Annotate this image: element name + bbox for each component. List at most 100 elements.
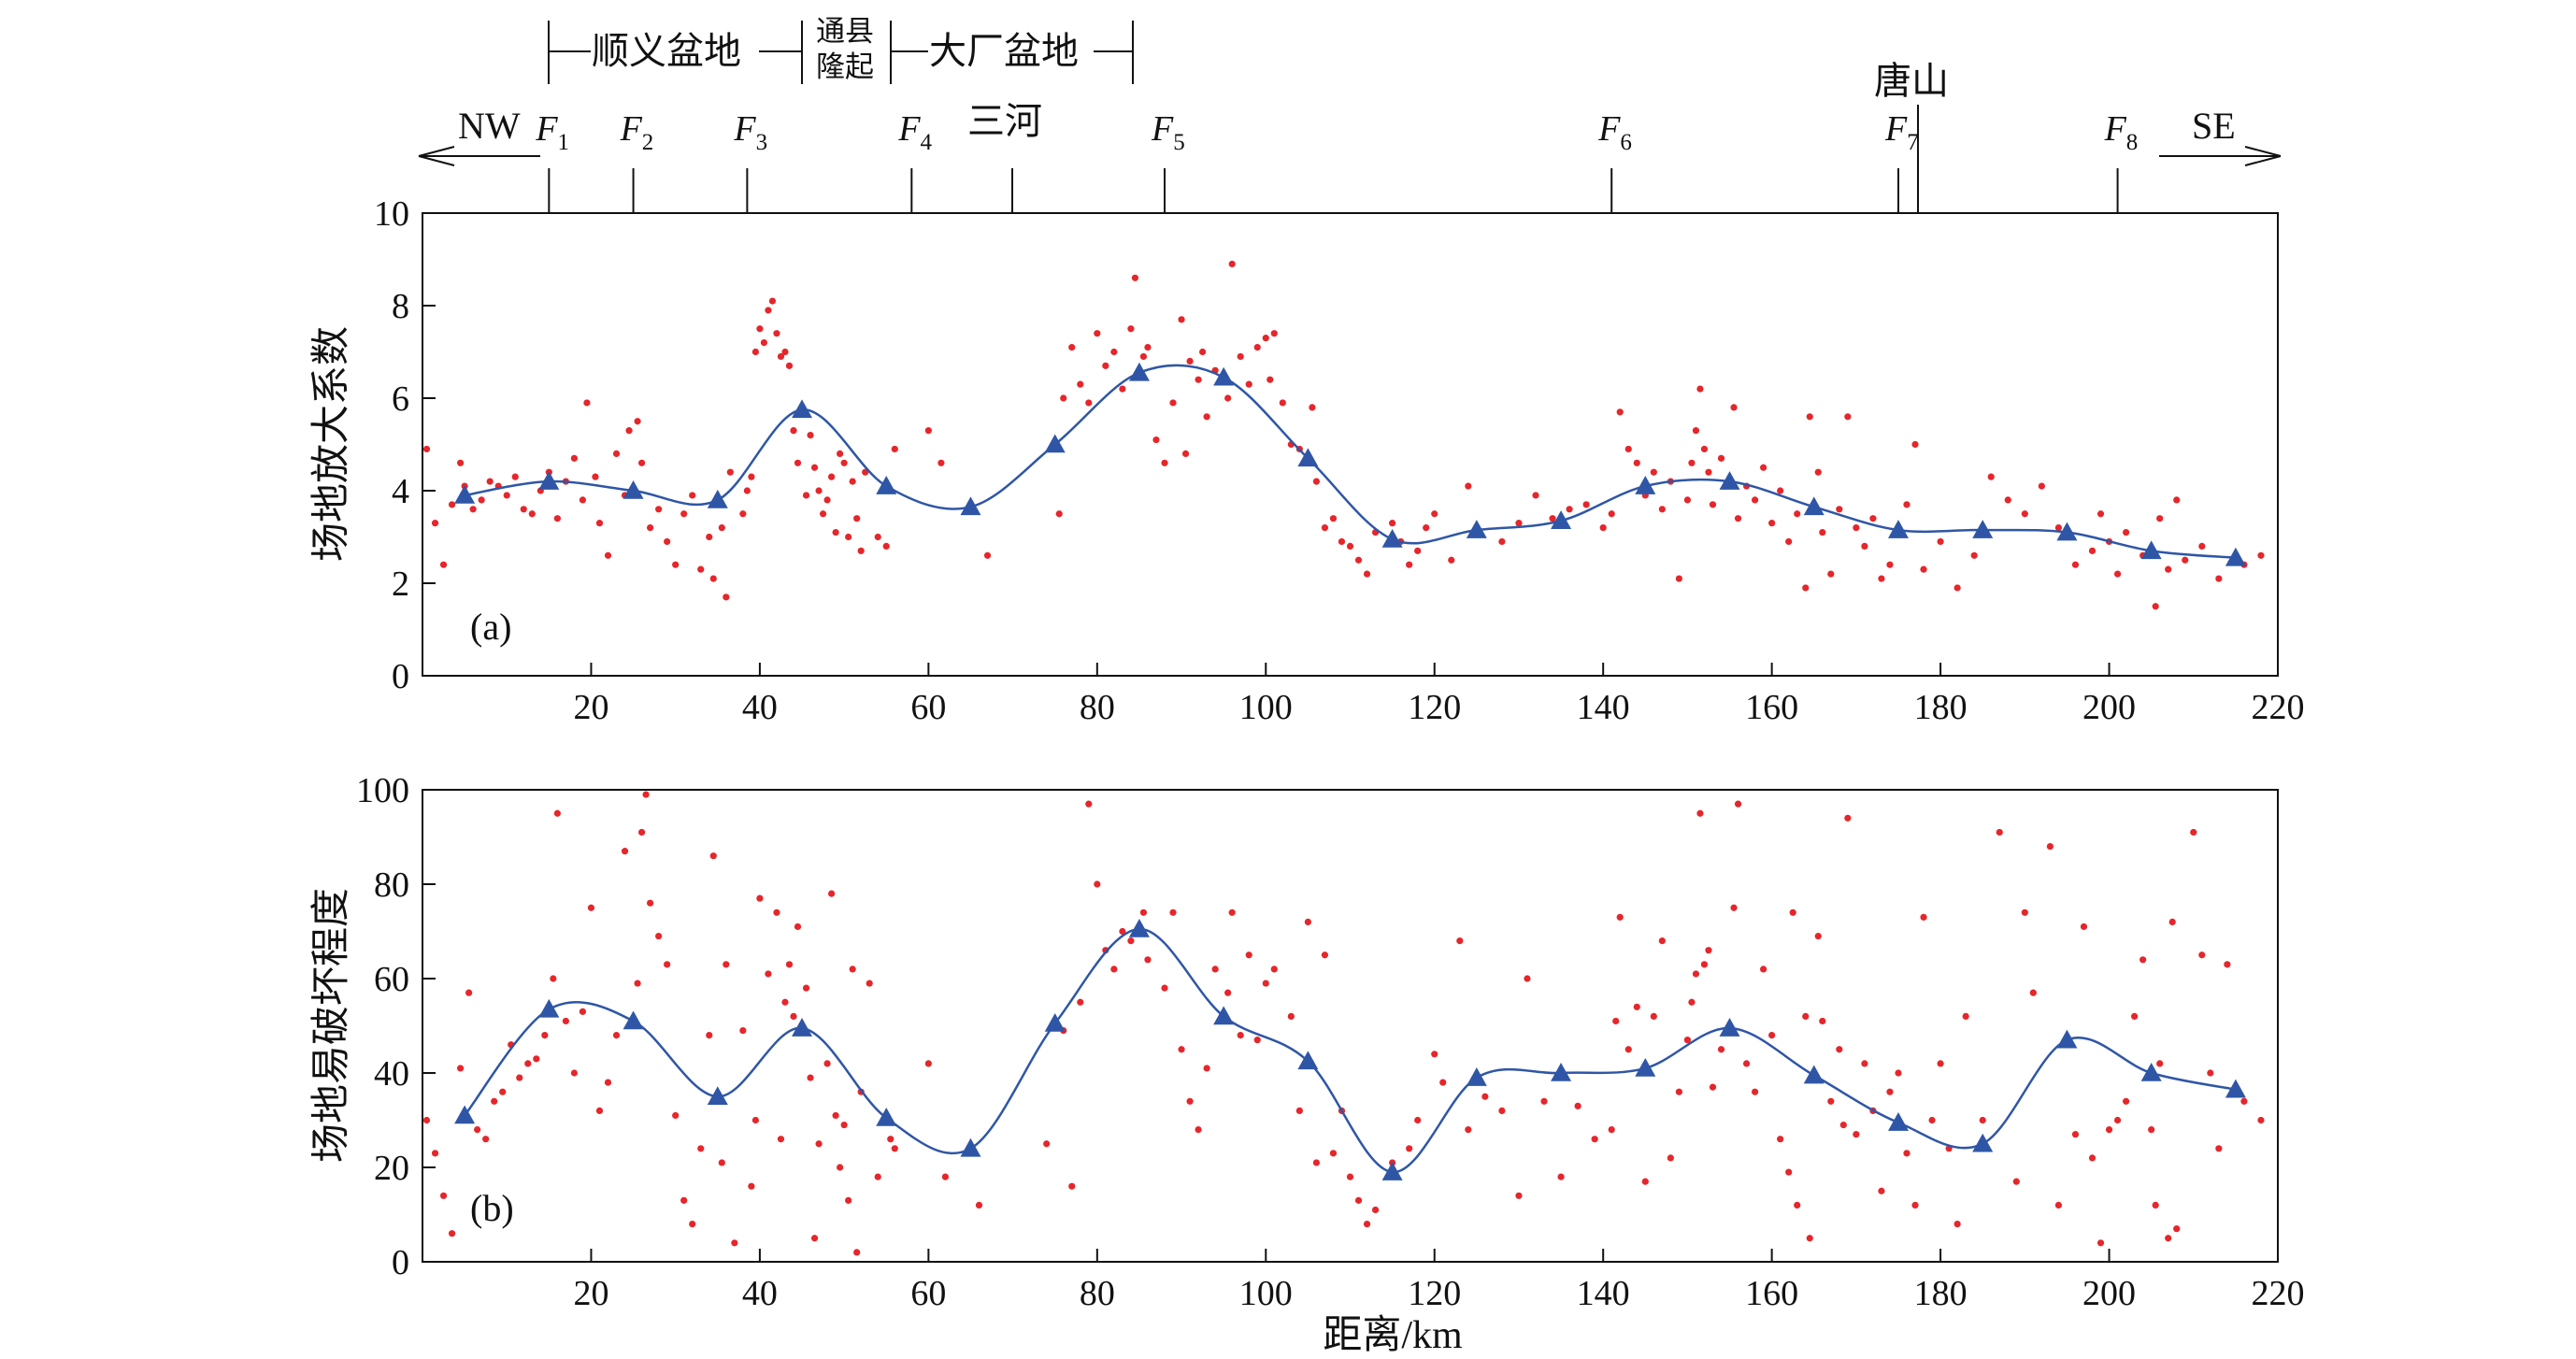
scatter-point — [1321, 524, 1329, 532]
scatter-point — [2088, 547, 2097, 554]
scatter-point — [550, 975, 557, 982]
scatter-point — [1616, 408, 1624, 416]
scatter-point — [474, 1126, 481, 1134]
triangle-marker — [1466, 1067, 1487, 1086]
scatter-point — [840, 1121, 848, 1129]
fault-markers: F1 F2 F3 F4 F5 F6 F7 F8 — [535, 109, 2138, 213]
triangle-marker — [2140, 1063, 2162, 1081]
scatter-point — [1717, 1046, 1725, 1053]
scatter-point — [2152, 1201, 2159, 1209]
scatter-point — [1515, 520, 1523, 527]
scatter-point — [1953, 584, 1961, 592]
scatter-point — [1650, 468, 1657, 476]
scatter-point — [1920, 565, 1927, 573]
triangle-marker — [1972, 1133, 1994, 1152]
scatter-point — [1287, 1012, 1295, 1020]
fault-label: F8 — [2104, 109, 2139, 155]
scatter-point — [1979, 1116, 1986, 1124]
fault-label: F5 — [1151, 109, 1185, 155]
scatter-point — [1616, 913, 1624, 921]
scatter-point — [1696, 809, 1704, 817]
scatter-point — [1768, 1032, 1776, 1039]
scatter-point — [1688, 998, 1696, 1006]
unit-dachang-basin: 大厂盆地 — [891, 21, 1134, 84]
scatter-point — [2182, 556, 2189, 564]
scatter-point — [1270, 966, 1278, 973]
scatter-point — [664, 961, 671, 968]
scatter-point — [2156, 515, 2164, 522]
scatter-point — [655, 506, 663, 513]
scatter-point — [832, 528, 839, 536]
triangle-marker — [623, 480, 644, 499]
scatter-point — [1267, 376, 1274, 383]
x-tick-label: 140 — [1577, 1274, 1630, 1313]
scatter-point — [1789, 908, 1796, 916]
scatter-point — [1785, 1168, 1793, 1176]
scatter-point — [1363, 1221, 1371, 1228]
scatter-point — [837, 450, 844, 457]
scatter-point — [570, 1069, 579, 1077]
scatter-point — [2054, 524, 2063, 532]
scatter-point — [1802, 584, 1810, 592]
scatter-point — [647, 899, 654, 907]
scatter-point — [1667, 1154, 1674, 1162]
scatter-point — [1549, 515, 1556, 522]
scatter-point — [1094, 330, 1101, 337]
nw-arrow-head — [418, 146, 455, 166]
scatter-point — [680, 1196, 688, 1204]
scatter-point — [2140, 956, 2147, 964]
scatter-point — [1253, 1037, 1261, 1044]
scatter-point — [637, 459, 646, 466]
scatter-point — [743, 487, 751, 494]
scatter-point — [1836, 506, 1843, 513]
scatter-point — [1819, 528, 1826, 536]
triangle-marker — [2225, 1079, 2246, 1098]
scatter-point — [1354, 1196, 1363, 1204]
scatter-point — [1688, 459, 1696, 466]
scatter-point — [1886, 561, 1894, 568]
scatter-point — [1608, 1126, 1615, 1134]
scatter-point — [1987, 473, 1995, 480]
scatter-point — [887, 1136, 894, 1143]
scatter-point — [849, 966, 856, 973]
scatter-point — [2152, 603, 2159, 610]
scatter-point — [1346, 1173, 1354, 1180]
scatter-point — [1658, 506, 1666, 513]
scatter-point — [1624, 445, 1632, 453]
triangle-marker — [1044, 1012, 1066, 1032]
scatter-point — [731, 1239, 738, 1247]
scatter-point — [823, 1060, 831, 1067]
scatter-point — [1195, 1126, 1202, 1134]
scatter-point — [1245, 380, 1252, 388]
scatter-point — [431, 520, 439, 527]
scatter-point — [1760, 464, 1767, 471]
scatter-point — [785, 961, 794, 968]
scatter-point — [773, 330, 780, 337]
scatter-point — [1953, 1221, 1961, 1228]
scatter-point — [2071, 561, 2080, 568]
x-tick-label: 80 — [1080, 688, 1115, 727]
scatter-point — [1734, 800, 1742, 808]
x-tick-label: 120 — [1408, 688, 1461, 727]
scatter-point — [1557, 1173, 1565, 1180]
scatter-point — [1498, 537, 1506, 546]
scatter-point — [1641, 1178, 1649, 1185]
x-tick-label: 160 — [1745, 1274, 1798, 1313]
scatter-point — [469, 506, 477, 513]
triangle-marker — [707, 489, 728, 508]
place-tangshan-label: 唐山 — [1874, 60, 1949, 102]
scatter-point — [1683, 1037, 1692, 1044]
fault-label: F7 — [1884, 109, 1919, 155]
scatter-point — [1836, 1046, 1843, 1053]
unit-shunyi-basin: 顺义盆地 — [548, 21, 803, 84]
triangle-marker — [1213, 366, 1235, 386]
scatter-point — [760, 339, 768, 347]
scatter-point — [2097, 510, 2105, 518]
scatter-point — [524, 1060, 532, 1067]
scatter-point — [845, 1196, 852, 1204]
scatter-point — [1211, 966, 1219, 973]
scatter-point — [807, 432, 814, 439]
scatter-point — [781, 348, 789, 356]
scatter-point — [924, 1060, 932, 1067]
scatter-point — [1431, 1051, 1438, 1058]
